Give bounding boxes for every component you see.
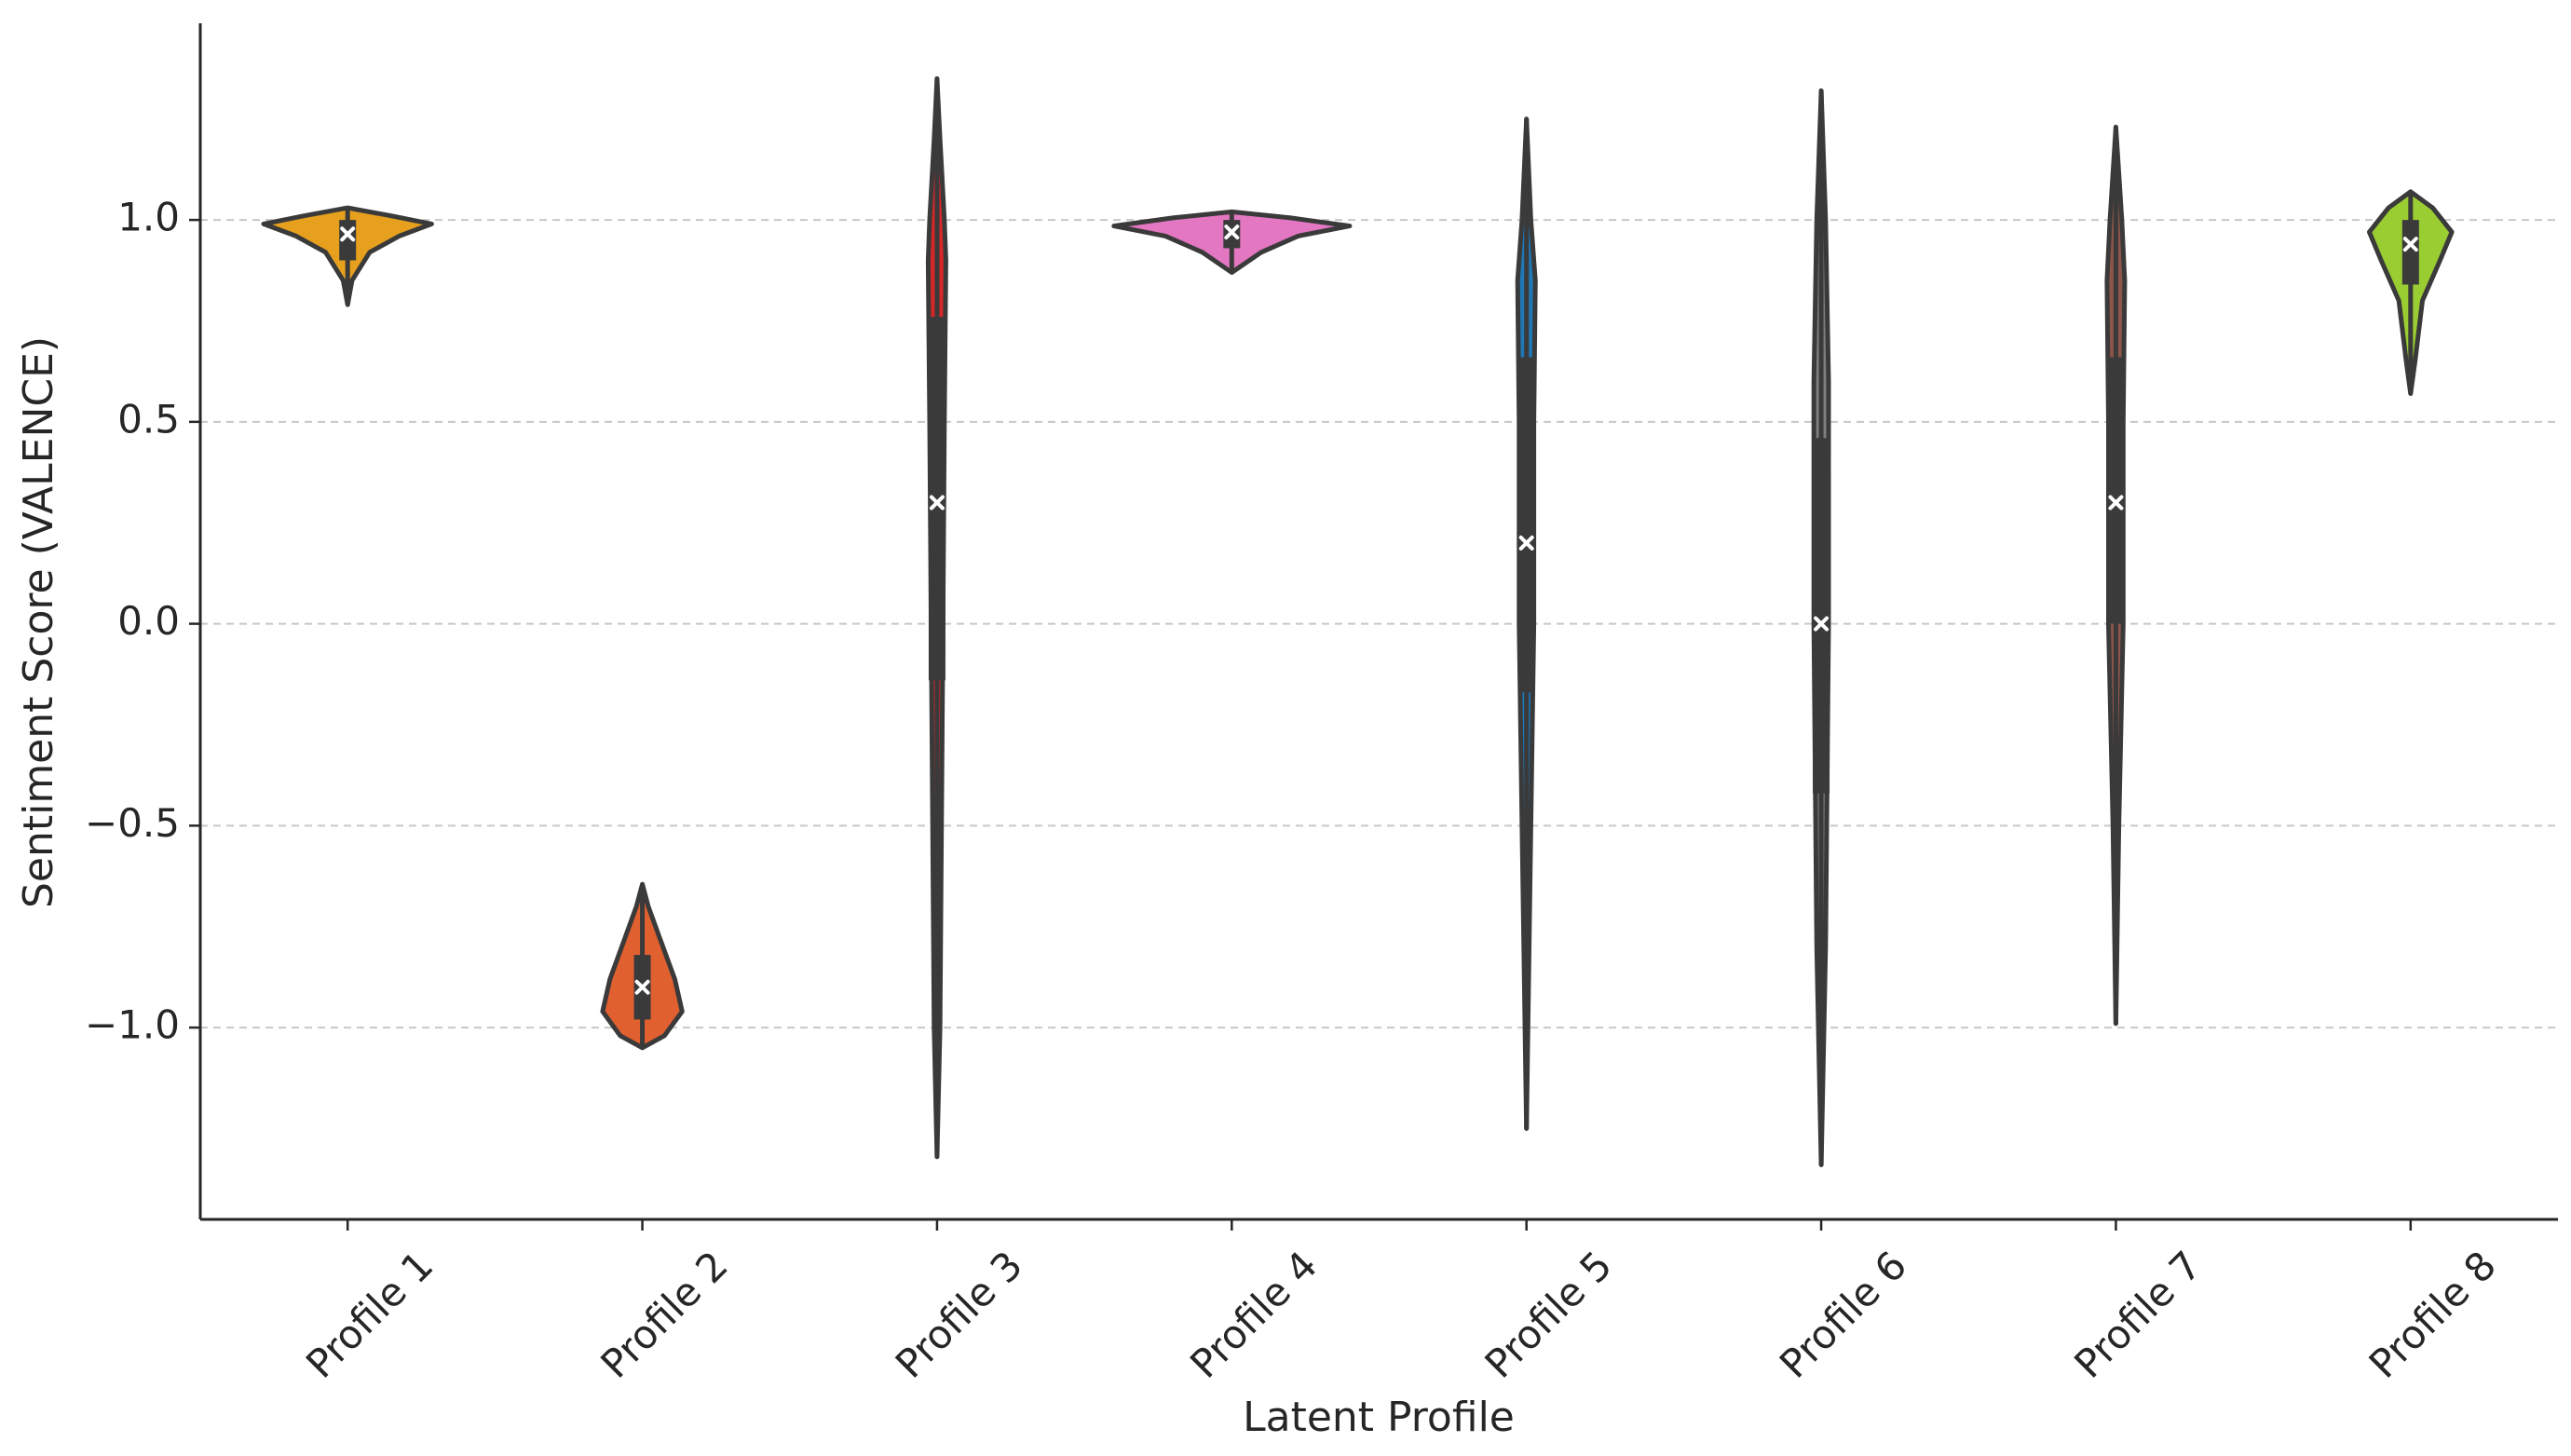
- y-tick-label: −0.5: [85, 800, 180, 846]
- mean-cross: [929, 495, 945, 510]
- mean-cross: [1224, 225, 1240, 240]
- mean-cross: [1518, 535, 1534, 551]
- iqr-box: [1517, 357, 1535, 693]
- x-tick-label: Profile 3: [887, 1242, 1031, 1386]
- y-tick-label: 1.0: [117, 195, 180, 240]
- x-axis-label: Latent Profile: [1243, 1394, 1515, 1441]
- iqr-box: [2401, 220, 2419, 285]
- mean-cross: [1814, 616, 1830, 632]
- y-tick-label: 0.0: [117, 598, 180, 644]
- mean-marker: [340, 226, 356, 242]
- mean-marker: [634, 979, 650, 995]
- x-tick-label: Profile 8: [2360, 1242, 2505, 1386]
- mean-marker: [1518, 535, 1534, 551]
- mean-marker: [1814, 616, 1830, 632]
- mean-cross: [340, 226, 356, 242]
- mean-cross: [634, 979, 650, 995]
- mean-marker: [1224, 225, 1240, 240]
- x-tick-label: Profile 6: [1771, 1242, 1915, 1386]
- mean-marker: [2108, 495, 2124, 510]
- x-tick-label: Profile 4: [1181, 1242, 1326, 1386]
- y-tick-label: −1.0: [85, 1002, 180, 1048]
- mean-marker: [2402, 237, 2418, 252]
- mean-cross: [2402, 237, 2418, 252]
- iqr-box: [928, 317, 945, 681]
- x-tick-label: Profile 2: [592, 1242, 736, 1386]
- iqr-box: [2107, 357, 2125, 624]
- iqr-box: [1813, 438, 1830, 794]
- mean-cross: [2108, 495, 2124, 510]
- y-axis-label: Sentiment Score (VALENCE): [15, 336, 62, 908]
- x-tick-label: Profile 1: [297, 1242, 442, 1386]
- mean-marker: [929, 495, 945, 510]
- x-tick-label: Profile 5: [1476, 1242, 1620, 1386]
- y-tick-label: 0.5: [117, 396, 180, 442]
- x-tick-label: Profile 7: [2065, 1242, 2210, 1386]
